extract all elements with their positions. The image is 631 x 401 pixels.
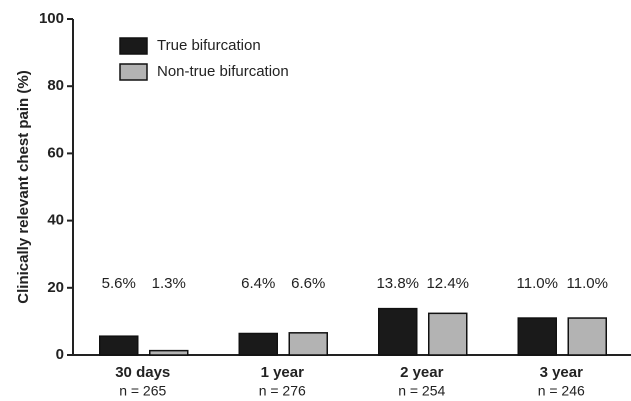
value-label: 1.3%	[152, 275, 186, 292]
legend-swatch	[119, 63, 148, 81]
y-tick-label: 80	[47, 77, 64, 94]
value-label: 5.6%	[102, 275, 136, 292]
x-tick-label: 1 year	[261, 364, 305, 381]
y-tick-label: 40	[47, 212, 64, 229]
sample-size: n = 254	[398, 383, 445, 399]
x-tick-label: 2 year	[400, 364, 444, 381]
bar	[567, 317, 607, 356]
x-tick-label: 30 days	[115, 364, 170, 381]
bar	[428, 312, 468, 356]
x-tick-label: 3 year	[540, 364, 584, 381]
legend-swatch	[119, 37, 148, 55]
value-label: 6.6%	[291, 275, 325, 292]
y-tick-label: 100	[39, 10, 64, 27]
y-tick-label: 60	[47, 144, 64, 161]
y-tick-label: 20	[47, 279, 64, 296]
y-axis-label: Clinically relevant chest pain (%)	[15, 70, 32, 303]
bar	[517, 317, 557, 356]
sample-size: n = 246	[538, 383, 585, 399]
bar	[378, 307, 418, 356]
legend-label: Non-true bifurcation	[157, 63, 289, 80]
bar	[238, 332, 278, 356]
bar	[99, 335, 139, 356]
sample-size: n = 276	[259, 383, 306, 399]
bar	[288, 332, 328, 356]
value-label: 13.8%	[376, 275, 419, 292]
value-label: 11.0%	[567, 275, 608, 292]
y-tick-label: 0	[56, 346, 64, 363]
value-label: 11.0%	[517, 275, 558, 292]
value-label: 6.4%	[241, 275, 275, 292]
sample-size: n = 265	[119, 383, 166, 399]
bar	[149, 349, 189, 356]
value-label: 12.4%	[426, 275, 469, 292]
legend-label: True bifurcation	[157, 37, 261, 54]
